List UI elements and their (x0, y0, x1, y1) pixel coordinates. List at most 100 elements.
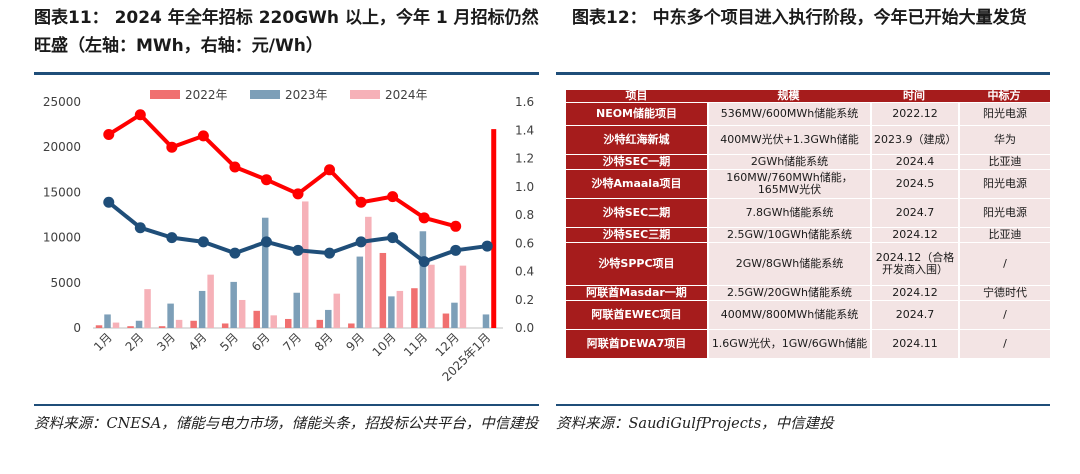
cell-time: 2024.4 (870, 155, 958, 169)
category-label: 6月 (249, 330, 273, 354)
price-point-2023 (355, 236, 367, 248)
price-point-2023 (481, 240, 493, 252)
cell-project: 沙特SEC三期 (566, 228, 707, 242)
cell-project: 阿联酋EWEC项目 (566, 301, 707, 329)
bar-2022 (127, 326, 134, 328)
right-tick-label: 1.2 (515, 152, 534, 166)
cell-time: 2024.12 (870, 286, 958, 300)
price-point-2024 (166, 141, 178, 153)
figure-12-title: 图表12： 中东多个项目进入执行阶段，今年已开始大量发货 (572, 8, 1027, 28)
chart-svg: 0 5000 10000 15000 20000 25000 0.0 0.2 0.4 0.6 0.8… (43, 88, 534, 384)
price-point-2024 (418, 212, 430, 224)
cell-winner: 比亚迪 (958, 228, 1050, 242)
right-tick-label: 1.4 (515, 123, 534, 137)
bar-2022 (221, 323, 229, 328)
right-tick-label: 1.0 (515, 180, 534, 194)
bar-2023 (230, 281, 237, 328)
legend-swatch-0 (150, 90, 180, 99)
bar-2024 (112, 322, 120, 328)
bar-2024 (207, 274, 214, 328)
legend-label: 2022年 (185, 88, 228, 102)
table-row: 阿联酋EWEC项目 400MW/800MWh储能系统 2024.7/ (566, 301, 1050, 329)
cell-time: 2024.11 (870, 330, 958, 358)
bar-2023 (482, 314, 490, 328)
cell-winner: 阳光电源 (958, 103, 1050, 125)
cell-scale: 160MW/760MWh储能，165MW光伏 (707, 170, 870, 198)
price-point-2024 (324, 164, 336, 176)
bar-2023 (419, 231, 427, 328)
figure-12-bottom-rule (556, 404, 1050, 406)
table-row: 沙特SEC三期 2.5GW/10GWh储能系统 2024.12 比亚迪 (566, 228, 1050, 242)
category-label: 8月 (312, 330, 336, 354)
price-point-2024 (260, 174, 272, 186)
table-row: NEOM储能项目 536MW/600MWh储能系统 2022.12 阳光电源 (566, 103, 1050, 125)
cell-project: 阿联酋Masdar一期 (566, 286, 707, 300)
legend-swatch-1 (250, 90, 280, 99)
table-row: 沙特红海新城 400MW光伏+1.3GWh储能 2023.9（建成） 华为 (566, 126, 1050, 154)
price-point-2023 (197, 236, 209, 248)
cell-project: 沙特Amaala项目 (566, 170, 707, 198)
category-label: 11月 (401, 330, 430, 359)
table-row: 沙特SPPC项目 2GW/8GWh储能系统 2024.12（合格开发商入围） / (566, 243, 1050, 285)
figure-12-source: 资料来源：SaudiGulfProjects，中信建投 (556, 416, 834, 432)
price-line-2024 (107, 112, 457, 229)
left-tick-label: 25000 (43, 95, 81, 109)
category-label: 1月 (91, 330, 115, 354)
cell-scale: 400MW光伏+1.3GWh储能 (707, 126, 870, 154)
bar-2024 (365, 216, 372, 328)
price-point-2023 (324, 247, 336, 259)
price-point-2024 (450, 220, 462, 232)
bar-2023 (135, 320, 143, 328)
left-tick-label: 0 (73, 321, 81, 335)
left-tick-label: 20000 (43, 140, 81, 154)
cell-time: 2022.12 (870, 103, 958, 125)
price-point-2023 (418, 256, 430, 268)
left-tick-label: 15000 (43, 185, 81, 199)
category-label: 5月 (217, 330, 241, 354)
cell-project: 沙特SEC一期 (566, 155, 707, 169)
bar-2024 (175, 319, 183, 328)
figure-11-bottom-rule (34, 404, 539, 406)
left-tick-label: 5000 (50, 276, 81, 290)
table-header-row: 项目 规模 时间 中标方 (566, 90, 1050, 102)
bar-2023 (198, 290, 206, 328)
price-point-2024 (134, 109, 146, 121)
figure-11-source: 资料来源：CNESA，储能与电力市场，储能头条，招投标公共平台，中信建投 (34, 416, 539, 432)
bar-2024 (428, 264, 435, 328)
category-label: 9月 (343, 330, 367, 354)
bar-2022 (253, 310, 260, 328)
bar-2024 (302, 201, 309, 328)
category-label: 10月 (370, 330, 399, 359)
middle-east-projects-table: 项目 规模 时间 中标方 NEOM储能项目 536MW/600MWh储能系统 202… (566, 89, 1050, 359)
cell-time: 2024.5 (870, 170, 958, 198)
right-tick-label: 0.6 (515, 236, 534, 250)
price-point-2024 (229, 161, 241, 173)
cell-scale: 2.5GW/20GWh储能系统 (707, 286, 870, 300)
price-point-2023 (229, 247, 241, 259)
bar-2024 (333, 293, 341, 328)
bar-2024 (459, 265, 467, 328)
bar-2024 (270, 315, 277, 328)
table-row: 沙特SEC一期 2GWh储能系统 2024.4 比亚迪 (566, 155, 1050, 169)
cell-scale: 2GW/8GWh储能系统 (707, 243, 870, 285)
cell-time: 2024.12（合格开发商入围） (870, 243, 958, 285)
tender-volume-price-chart: 0 5000 10000 15000 20000 25000 0.0 0.2 0.4 0.6 0.8… (0, 80, 550, 400)
figure-11-title: 图表11： 2024 年全年招标 220GWh 以上，今年 1 月招标仍然旺盛（… (34, 8, 539, 56)
price-point-2023 (166, 232, 178, 244)
cell-winner: 宁德时代 (958, 286, 1050, 300)
cell-winner: 比亚迪 (958, 155, 1050, 169)
price-point-2023 (260, 236, 272, 248)
price-point-2023 (134, 222, 146, 234)
bar-2022 (285, 318, 292, 328)
figure-12-top-rule (556, 72, 1050, 75)
cell-project: NEOM储能项目 (566, 103, 707, 125)
figure-11-top-rule (34, 72, 539, 75)
right-tick-label: 0.0 (515, 321, 534, 335)
cell-winner: 华为 (958, 126, 1050, 154)
legend-label: 2023年 (285, 88, 328, 102)
right-tick-label: 1.6 (515, 95, 534, 109)
price-point-2024 (103, 128, 115, 140)
bar-2022 (158, 326, 166, 328)
header-scale: 规模 (707, 90, 870, 102)
right-tick-label: 0.8 (515, 208, 534, 222)
